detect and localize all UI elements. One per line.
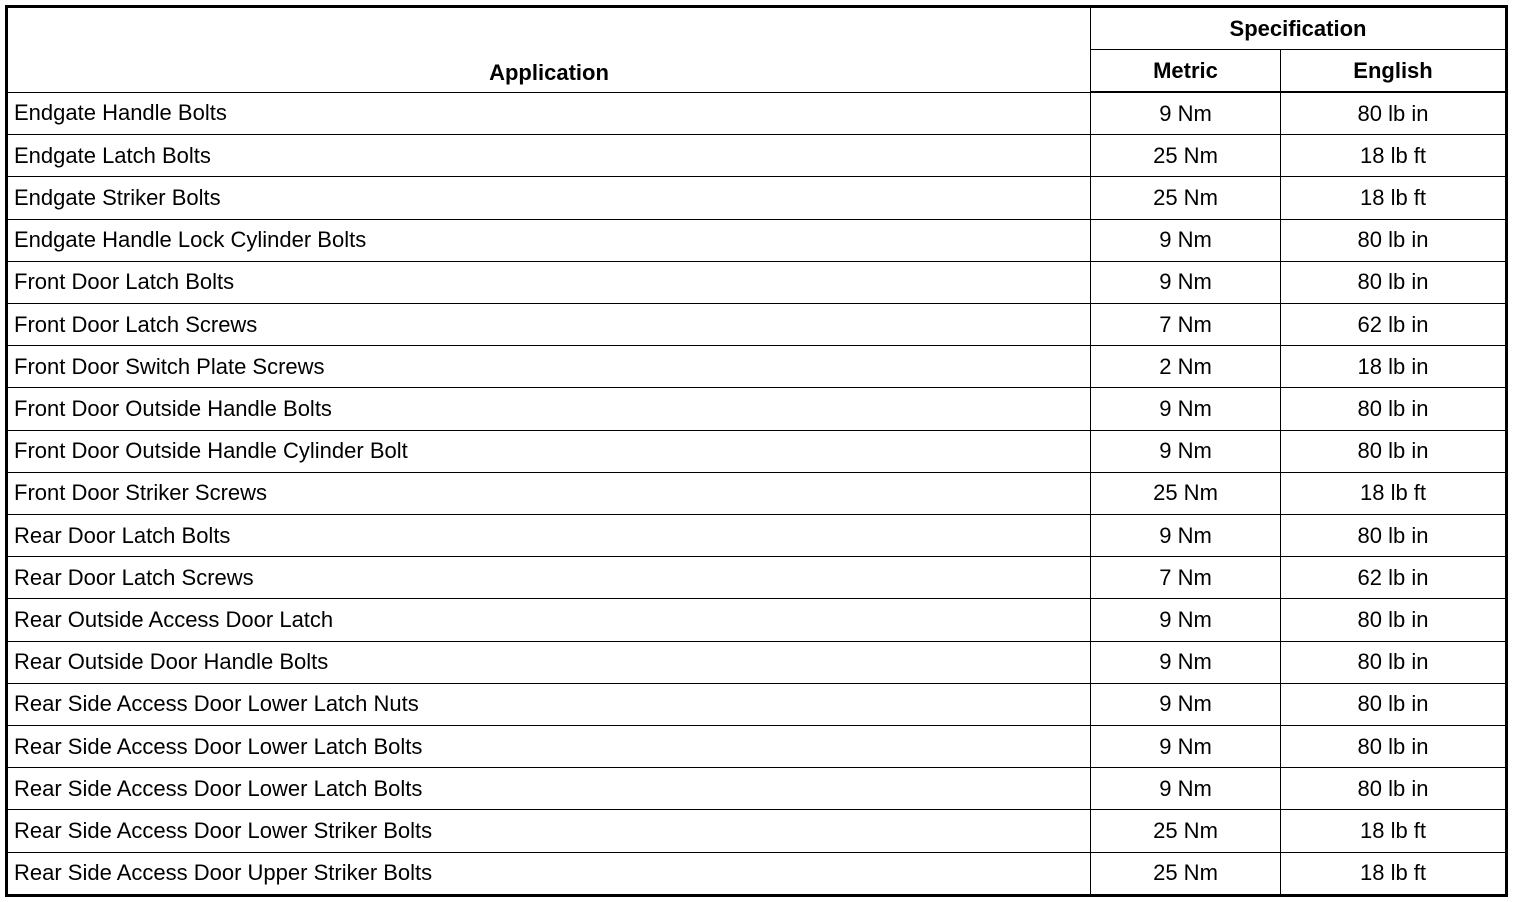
metric-cell: 9 Nm [1090, 767, 1281, 811]
english-cell: 80 lb in [1279, 429, 1508, 473]
table-row: Rear Side Access Door Lower Striker Bolt… [6, 809, 1508, 853]
table-row: Endgate Handle Lock Cylinder Bolts 9 Nm 80… [6, 218, 1508, 262]
table-row: Front Door Latch Screws 7 Nm 62 lb in [6, 303, 1508, 347]
metric-cell: 9 Nm [1090, 682, 1281, 727]
table-row: Rear Side Access Door Lower Latch Nuts 9 … [6, 682, 1508, 727]
english-cell: 18 lb ft [1279, 851, 1508, 897]
table-row: Endgate Latch Bolts 25 Nm 18 lb ft [6, 134, 1508, 178]
table-row: Front Door Latch Bolts 9 Nm 80 lb in [6, 260, 1508, 305]
torque-spec-table: Application Specification Metric English… [5, 5, 1509, 897]
metric-cell: 9 Nm [1090, 429, 1281, 473]
specification-header: Specification [1089, 6, 1508, 50]
table-row: Rear Door Latch Screws 7 Nm 62 lb in [6, 556, 1508, 600]
table-row: Rear Side Access Door Lower Latch Bolts 9… [6, 725, 1508, 769]
application-cell: Endgate Handle Lock Cylinder Bolts [6, 218, 1091, 262]
metric-cell: 25 Nm [1090, 134, 1281, 178]
english-cell: 18 lb ft [1279, 471, 1508, 516]
english-cell: 80 lb in [1279, 514, 1508, 558]
english-cell: 80 lb in [1279, 218, 1508, 262]
metric-cell: 25 Nm [1090, 176, 1281, 220]
table-row: Rear Side Access Door Upper Striker Bolt… [6, 851, 1508, 897]
metric-cell: 9 Nm [1090, 598, 1281, 642]
application-cell: Front Door Outside Handle Cylinder Bolt [6, 429, 1091, 473]
metric-cell: 9 Nm [1090, 514, 1281, 558]
application-cell: Rear Side Access Door Lower Latch Nuts [6, 682, 1091, 727]
application-cell: Rear Side Access Door Upper Striker Bolt… [6, 851, 1091, 897]
metric-cell: 7 Nm [1090, 303, 1281, 347]
english-cell: 80 lb in [1279, 598, 1508, 642]
table-row: Rear Outside Access Door Latch 9 Nm 80 lb … [6, 598, 1508, 642]
metric-cell: 9 Nm [1090, 640, 1281, 684]
english-cell: 80 lb in [1279, 682, 1508, 727]
english-cell: 80 lb in [1279, 640, 1508, 684]
application-cell: Rear Outside Door Handle Bolts [6, 640, 1091, 684]
application-cell: Front Door Outside Handle Bolts [6, 387, 1091, 431]
english-cell: 62 lb in [1279, 556, 1508, 600]
application-cell: Rear Door Latch Bolts [6, 514, 1091, 558]
table-row: Endgate Striker Bolts 25 Nm 18 lb ft [6, 176, 1508, 220]
application-cell: Endgate Handle Bolts [6, 91, 1091, 136]
table-row: Front Door Outside Handle Cylinder Bolt 9… [6, 429, 1508, 473]
application-cell: Endgate Latch Bolts [6, 134, 1091, 178]
table-row: Front Door Striker Screws 25 Nm 18 lb ft [6, 471, 1508, 516]
metric-header: Metric [1090, 49, 1281, 93]
table-row: Rear Side Access Door Lower Latch Bolts 9… [6, 767, 1508, 811]
english-cell: 80 lb in [1279, 387, 1508, 431]
english-cell: 18 lb ft [1279, 176, 1508, 220]
metric-cell: 9 Nm [1090, 260, 1281, 305]
english-cell: 80 lb in [1279, 725, 1508, 769]
metric-cell: 25 Nm [1090, 471, 1281, 516]
metric-cell: 9 Nm [1090, 91, 1281, 136]
application-cell: Front Door Latch Bolts [6, 260, 1091, 305]
metric-cell: 9 Nm [1090, 218, 1281, 262]
english-cell: 18 lb in [1279, 345, 1508, 389]
application-cell: Endgate Striker Bolts [6, 176, 1091, 220]
english-cell: 18 lb ft [1279, 134, 1508, 178]
application-cell: Rear Outside Access Door Latch [6, 598, 1091, 642]
table-row: Endgate Handle Bolts 9 Nm 80 lb in [6, 91, 1508, 136]
metric-cell: 9 Nm [1090, 387, 1281, 431]
table-row: Front Door Switch Plate Screws 2 Nm 18 lb … [6, 345, 1508, 389]
table-row: Front Door Outside Handle Bolts 9 Nm 80 lb… [6, 387, 1508, 431]
application-header: Application [6, 6, 1091, 93]
english-header: English [1279, 49, 1508, 93]
application-cell: Rear Side Access Door Lower Latch Bolts [6, 725, 1091, 769]
metric-cell: 25 Nm [1090, 851, 1281, 897]
application-cell: Front Door Striker Screws [6, 471, 1091, 516]
metric-cell: 7 Nm [1090, 556, 1281, 600]
application-cell: Front Door Switch Plate Screws [6, 345, 1091, 389]
table-row: Rear Outside Door Handle Bolts 9 Nm 80 lb … [6, 640, 1508, 684]
english-cell: 80 lb in [1279, 767, 1508, 811]
english-cell: 80 lb in [1279, 91, 1508, 136]
application-cell: Rear Side Access Door Lower Latch Bolts [6, 767, 1091, 811]
table-row: Rear Door Latch Bolts 9 Nm 80 lb in [6, 514, 1508, 558]
metric-cell: 9 Nm [1090, 725, 1281, 769]
subheader-row: Metric English [7, 49, 1508, 93]
application-cell: Rear Side Access Door Lower Striker Bolt… [6, 809, 1091, 853]
english-cell: 80 lb in [1279, 260, 1508, 305]
metric-cell: 2 Nm [1090, 345, 1281, 389]
application-cell: Front Door Latch Screws [6, 303, 1091, 347]
english-cell: 18 lb ft [1279, 809, 1508, 853]
english-cell: 62 lb in [1279, 303, 1508, 347]
application-cell: Rear Door Latch Screws [6, 556, 1091, 600]
metric-cell: 25 Nm [1090, 809, 1281, 853]
header-row: Application Specification [6, 6, 1508, 93]
